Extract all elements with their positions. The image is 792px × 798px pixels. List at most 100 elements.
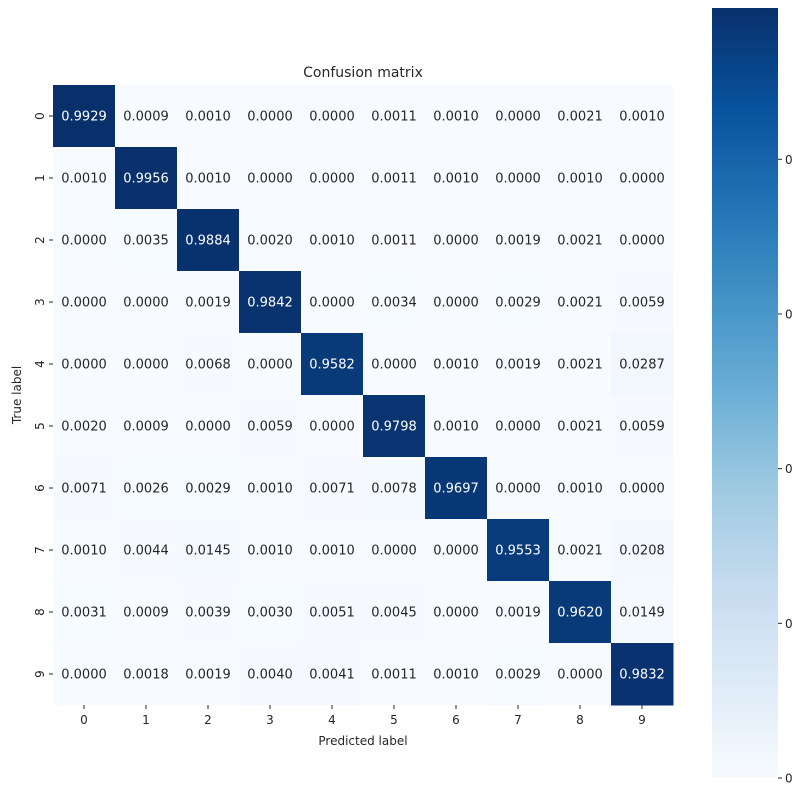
cell-value-label: 0.0000 [433, 234, 479, 249]
cell-value-label: 0.0010 [61, 172, 107, 187]
cell-value-label: 0.0010 [247, 544, 293, 559]
colorbar-tick-label: 0.2 [785, 617, 792, 631]
y-tick-label: 2 [33, 236, 47, 244]
cell-value-label: 0.0010 [557, 482, 603, 497]
heatmap-cell [363, 85, 426, 148]
cell-value-label: 0.0010 [619, 110, 665, 125]
x-tick-label: 3 [266, 713, 274, 727]
heatmap-cell [363, 395, 426, 458]
heatmap-cell [425, 271, 488, 334]
heatmap-cell [177, 271, 240, 334]
heatmap-cell [611, 581, 674, 644]
heatmap-cell [53, 519, 116, 582]
cell-value-label: 0.0029 [185, 482, 231, 497]
cell-value-label: 0.0149 [619, 606, 665, 621]
cell-value-label: 0.0000 [495, 110, 541, 125]
cell-value-label: 0.0010 [433, 420, 479, 435]
cell-value-label: 0.0011 [371, 668, 417, 683]
heatmap-cell [549, 581, 612, 644]
cell-value-label: 0.0011 [371, 234, 417, 249]
colorbar-tick-label: 0.8 [785, 153, 792, 167]
cell-value-label: 0.0009 [123, 606, 169, 621]
heatmap-cell [549, 457, 612, 520]
heatmap-cell [611, 395, 674, 458]
heatmap-cell [425, 519, 488, 582]
cell-value-label: 0.0000 [495, 172, 541, 187]
heatmap-cell [115, 457, 178, 520]
heatmap-cell [115, 519, 178, 582]
cell-value-label: 0.0010 [247, 482, 293, 497]
heatmap-cell [239, 85, 302, 148]
cell-value-label: 0.0019 [495, 606, 541, 621]
cell-value-label: 0.0000 [619, 172, 665, 187]
heatmap-cell [487, 333, 550, 396]
cell-value-label: 0.0078 [371, 482, 417, 497]
heatmap-cell [363, 519, 426, 582]
heatmap-cell [487, 581, 550, 644]
cell-value-label: 0.0010 [557, 172, 603, 187]
heatmap-cell [487, 457, 550, 520]
heatmap-cell [363, 457, 426, 520]
cell-value-label: 0.0029 [495, 668, 541, 683]
colorbar [712, 8, 778, 778]
cell-value-label: 0.9929 [61, 110, 107, 125]
heatmap-cell [177, 519, 240, 582]
cell-value-label: 0.0000 [309, 172, 355, 187]
cell-value-label: 0.9842 [247, 296, 293, 311]
y-tick-label: 1 [33, 174, 47, 182]
heatmap-cell [53, 147, 116, 210]
heatmap-cell [363, 147, 426, 210]
heatmap-cells: 0.9929 0.0009 0.0010 0.0000 0.0000 0.0011 0.00… [53, 85, 674, 706]
cell-value-label: 0.0020 [247, 234, 293, 249]
cell-value-label: 0.0059 [247, 420, 293, 435]
heatmap-cell [549, 519, 612, 582]
heatmap-cell [611, 271, 674, 334]
cell-value-label: 0.0021 [557, 234, 603, 249]
heatmap-cell [177, 147, 240, 210]
cell-value-label: 0.0000 [185, 420, 231, 435]
heatmap-cell [115, 643, 178, 706]
heatmap-cell [549, 395, 612, 458]
heatmap-cell [115, 395, 178, 458]
heatmap-cell [611, 209, 674, 272]
heatmap-cell [239, 271, 302, 334]
heatmap-cell [363, 271, 426, 334]
cell-value-label: 0.0010 [185, 172, 231, 187]
heatmap-cell [301, 519, 364, 582]
cell-value-label: 0.0035 [123, 234, 169, 249]
cell-value-label: 0.0000 [309, 296, 355, 311]
cell-value-label: 0.0000 [309, 110, 355, 125]
heatmap-cell [115, 147, 178, 210]
heatmap-cell [53, 581, 116, 644]
heatmap-cell [611, 643, 674, 706]
cell-value-label: 0.0059 [619, 420, 665, 435]
heatmap-cell [239, 519, 302, 582]
cell-value-label: 0.0051 [309, 606, 355, 621]
heatmap-cell [363, 581, 426, 644]
heatmap-cell [53, 209, 116, 272]
cell-value-label: 0.0009 [123, 110, 169, 125]
y-tick-label: 6 [33, 484, 47, 492]
cell-value-label: 0.9582 [309, 358, 355, 373]
heatmap-cell [177, 85, 240, 148]
cell-value-label: 0.0019 [185, 668, 231, 683]
heatmap-cell [115, 581, 178, 644]
cell-value-label: 0.0019 [185, 296, 231, 311]
cell-value-label: 0.9884 [185, 234, 231, 249]
heatmap-cell [239, 209, 302, 272]
heatmap-cell [363, 643, 426, 706]
x-tick-label: 4 [328, 713, 336, 727]
cell-value-label: 0.0208 [619, 544, 665, 559]
y-tick-label: 8 [33, 608, 47, 616]
heatmap-cell [177, 643, 240, 706]
heatmap-cell [239, 457, 302, 520]
heatmap-cell [549, 643, 612, 706]
cell-value-label: 0.0040 [247, 668, 293, 683]
heatmap-cell [177, 209, 240, 272]
heatmap-cell [53, 85, 116, 148]
y-axis-ticks: 0 1 2 3 4 5 6 7 8 9 [33, 112, 53, 678]
cell-value-label: 0.0000 [61, 234, 107, 249]
heatmap-cell [301, 395, 364, 458]
heatmap-cell [53, 457, 116, 520]
